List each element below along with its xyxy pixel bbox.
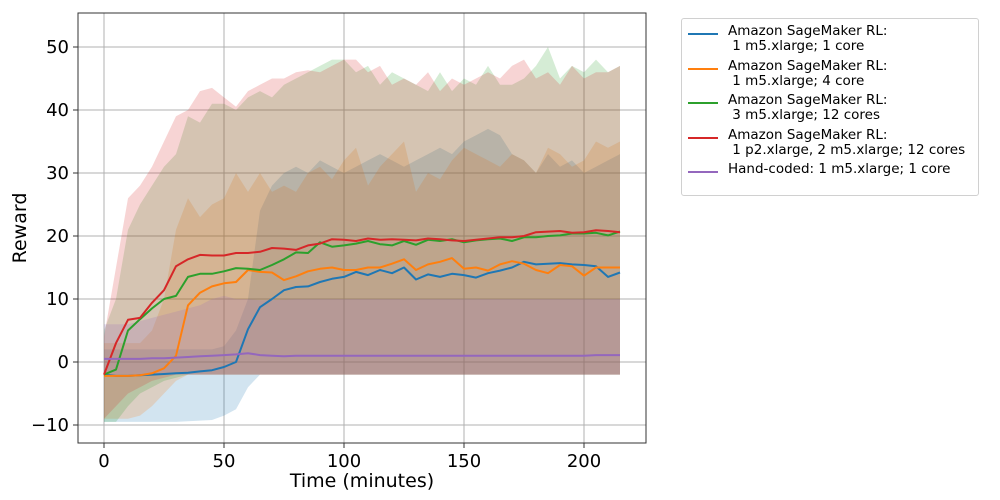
x-tick-label: 50: [213, 451, 236, 472]
x-tick-label: 100: [327, 451, 361, 472]
legend-swatch-orange: [688, 67, 718, 70]
legend-item: Amazon SageMaker RL: 3 m5.xlarge; 12 cor…: [682, 93, 978, 128]
grid-lines: [78, 13, 646, 443]
confidence-band: [104, 141, 620, 419]
series-line: [103, 260, 621, 377]
legend: Amazon SageMaker RL: 1 m5.xlarge; 1 core…: [681, 18, 979, 196]
legend-swatch-purple: [688, 171, 718, 173]
legend-label: Amazon SageMaker RL: 1 m5.xlarge; 4 core: [728, 57, 888, 89]
series-line: [103, 230, 621, 376]
series-line: [103, 229, 621, 375]
x-axis-label: Time (minutes): [289, 470, 434, 492]
legend-item: Amazon SageMaker RL: 1 p2.xlarge, 2 m5.x…: [682, 126, 978, 163]
series-lines: [103, 229, 621, 377]
x-tick-label: 200: [567, 451, 601, 472]
y-tick-label: 30: [46, 163, 69, 184]
y-tick-label: 10: [46, 289, 69, 310]
legend-label: Amazon SageMaker RL: 1 p2.xlarge, 2 m5.x…: [728, 126, 966, 158]
y-tick-label: −10: [31, 415, 69, 436]
legend-item: Hand-coded: 1 m5.xlarge; 1 core: [682, 162, 978, 188]
confidence-band: [104, 128, 620, 422]
legend-swatch-blue: [688, 33, 718, 35]
y-tick-label: 0: [58, 352, 69, 373]
x-tick-label: 0: [98, 451, 109, 472]
y-tick-label: 50: [46, 37, 69, 58]
legend-swatch-green: [688, 102, 718, 104]
legend-label: Amazon SageMaker RL: 3 m5.xlarge; 12 cor…: [728, 92, 888, 123]
legend-label: Hand-coded: 1 m5.xlarge; 1 core: [728, 161, 951, 177]
legend-label: Amazon SageMaker RL: 1 m5.xlarge; 1 core: [728, 23, 888, 54]
y-tick-label: 20: [46, 226, 69, 247]
confidence-band: [104, 47, 620, 422]
x-tick-label: 150: [447, 451, 481, 472]
y-tick-label: 40: [46, 100, 69, 121]
series-line: [104, 257, 620, 377]
confidence-bands: [104, 47, 620, 422]
series-line: [104, 352, 620, 360]
legend-item: Amazon SageMaker RL: 1 m5.xlarge; 1 core: [682, 24, 978, 59]
x-axis-ticks: 0 50 100 150 200: [98, 443, 601, 472]
legend-swatch-red: [688, 136, 718, 139]
y-axis-ticks: −10 0 10 20 30 40 50: [31, 37, 78, 436]
legend-item: Amazon SageMaker RL: 1 m5.xlarge; 4 core: [682, 57, 978, 94]
plot-frame: [77, 12, 647, 444]
y-axis-label: Reward: [9, 193, 31, 264]
